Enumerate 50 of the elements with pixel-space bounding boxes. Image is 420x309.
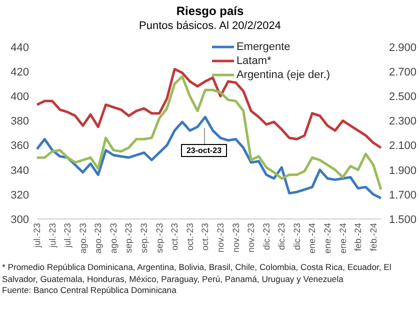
chart-title: Riesgo país <box>175 4 245 18</box>
x-tick-label: ene.-24 <box>307 223 318 254</box>
y-tick-label: 420 <box>10 66 29 78</box>
x-tick-label: feb.-24 <box>368 223 378 252</box>
annotation: 23-oct-23 <box>181 144 227 157</box>
callout: 23-oct-23 <box>181 128 229 158</box>
x-tick-label: dic.-23 <box>276 223 287 250</box>
x-tick-label: ene.-24 <box>322 223 332 254</box>
line-series <box>36 68 382 149</box>
x-tick-label: dic.-23 <box>292 223 302 250</box>
y2-tick-label: 2.100 <box>389 140 417 152</box>
y-tick-label: 440 <box>10 42 29 54</box>
y-tick-label: 300 <box>10 214 29 226</box>
y2-tick-label: 2.500 <box>389 91 417 104</box>
x-tick-label: nov.-23 <box>230 223 241 252</box>
x-tick-label: oct.-23 <box>184 223 195 251</box>
y-tick-label: 320 <box>10 189 29 202</box>
y-tick-label: 360 <box>10 140 29 152</box>
x-tick-label: nov.-23 <box>215 223 226 252</box>
y2-tick-label: 1.700 <box>389 189 417 202</box>
x-tick-label: feb.-24 <box>353 223 364 252</box>
x-tick-label: jul.-23 <box>32 223 42 249</box>
x-tick-label: sep.-23 <box>124 223 134 254</box>
x-tick-label: ago.-23 <box>108 223 118 254</box>
x-tick-label: sep.-23 <box>139 223 150 254</box>
x-tick-label: ago.-23 <box>93 223 104 254</box>
source-note: Fuente: Banco Central República Dominicana <box>2 285 178 296</box>
x-tick-label: oct.-23 <box>200 223 210 251</box>
y2-tick-label: 2.300 <box>389 116 417 128</box>
x-tick-label: jul.-23 <box>47 223 58 249</box>
y2-tick-label: 1.500 <box>389 214 417 226</box>
legend-label: Argentina (eje der.) <box>236 68 330 82</box>
y-tick-label: 380 <box>10 116 29 128</box>
x-tick-label: oct.-23 <box>170 223 180 251</box>
y2-tick-label: 2.700 <box>389 66 417 78</box>
x-tick-label: sep.-23 <box>154 223 164 254</box>
y2-tick-label: 1.900 <box>389 164 417 177</box>
legend-label: Emergente <box>236 40 290 54</box>
x-tick-label: dic.-23 <box>261 223 272 250</box>
y2-tick-label: 2.900 <box>389 42 417 54</box>
x-tick-label: nov.-23 <box>246 223 256 252</box>
y-tick-label: 400 <box>10 91 29 104</box>
x-tick-label: ago.-23 <box>78 223 88 254</box>
x-tick-label: ene.-24 <box>338 223 348 254</box>
x-tick-label: jul.-23 <box>62 223 73 249</box>
line-series <box>36 116 382 200</box>
chart-subtitle: Puntos básicos. Al 20/2/2024 <box>138 20 282 32</box>
y-tick-label: 340 <box>10 164 29 177</box>
legend-label: Latam* <box>236 54 272 68</box>
text: * Promedio República Dominicana, Argentina, Bolivia, Brasil, Chile, Colombia, Costa Rica, Ecuador, El Salvador, Guatemala, Honduras, México, Paraguay, Perú, Panamá, Uruguay y Venezuela <box>2 262 392 285</box>
